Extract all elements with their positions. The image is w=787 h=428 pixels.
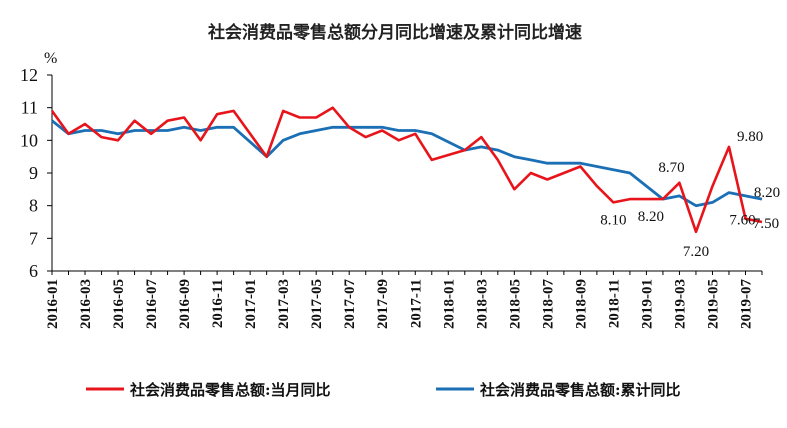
data-label: 9.80 [737,129,763,145]
legend: 社会消费品零售总额:当月同比 社会消费品零售总额:累计同比 [86,381,681,399]
y-tick-label: 12 [20,65,38,85]
axes: 6 7 8 9 10 11 12 2016-01 2016-03 2016-05 2016-07 20… [20,65,763,329]
data-label: 8.20 [638,209,664,225]
legend-label-cumulative: 社会消费品零售总额:累计同比 [479,381,681,399]
x-tick-label: 2017-03 [276,279,292,329]
x-tick-label: 2016-01 [45,279,61,329]
x-tick-label: 2017-11 [408,279,424,328]
y-tick-label: 6 [29,261,38,281]
x-tick-label: 2018-05 [507,279,523,329]
x-tick-label: 2017-09 [375,279,391,329]
y-axis-unit: % [44,50,57,67]
x-tick-label: 2018-03 [474,279,490,329]
x-tick-label: 2016-09 [177,279,193,329]
x-tick-label: 2016-11 [210,279,226,328]
x-tick-label: 2017-05 [309,279,325,329]
series-cumulative-yoy-line [51,119,763,208]
series-monthly-yoy-line [50,106,763,234]
y-tick-label: 10 [20,130,38,150]
data-labels: 8.10 8.20 8.70 7.20 9.80 7.607.50 8.20 [600,129,780,260]
x-tick-label: 2016-03 [78,279,94,329]
data-label: 7.60 [729,213,755,229]
data-label: 8.70 [658,160,684,176]
y-tick-label: 11 [21,98,38,118]
x-tick-label: 2018-09 [573,279,589,329]
x-tick-label: 2019-05 [705,279,721,329]
series-lines [50,106,763,234]
x-tick-label: 2018-07 [540,279,556,329]
x-tick-label: 2016-07 [144,279,160,329]
x-tick-label: 2019-03 [672,279,688,329]
x-tick-label: 2018-01 [441,279,457,329]
y-tick-label: 9 [29,163,38,183]
x-tick-label: 2019-07 [738,279,754,329]
x-tick-label: 2016-05 [111,279,127,329]
data-label: 8.10 [600,212,626,228]
x-tick-label: 2017-01 [243,279,259,329]
chart-title: 社会消费品零售总额分月同比增速及累计同比增速 [207,22,582,43]
x-tick-label: 2018-11 [606,279,622,328]
y-tick-label: 7 [29,228,38,248]
data-label: 7.50 [753,216,779,232]
data-label: 8.20 [754,185,780,201]
y-tick-label: 8 [29,196,38,216]
x-tick-label: 2019-01 [639,279,655,329]
legend-label-monthly: 社会消费品零售总额:当月同比 [129,381,331,399]
x-tick-label: 2017-07 [342,279,358,329]
data-label: 7.20 [683,244,709,260]
